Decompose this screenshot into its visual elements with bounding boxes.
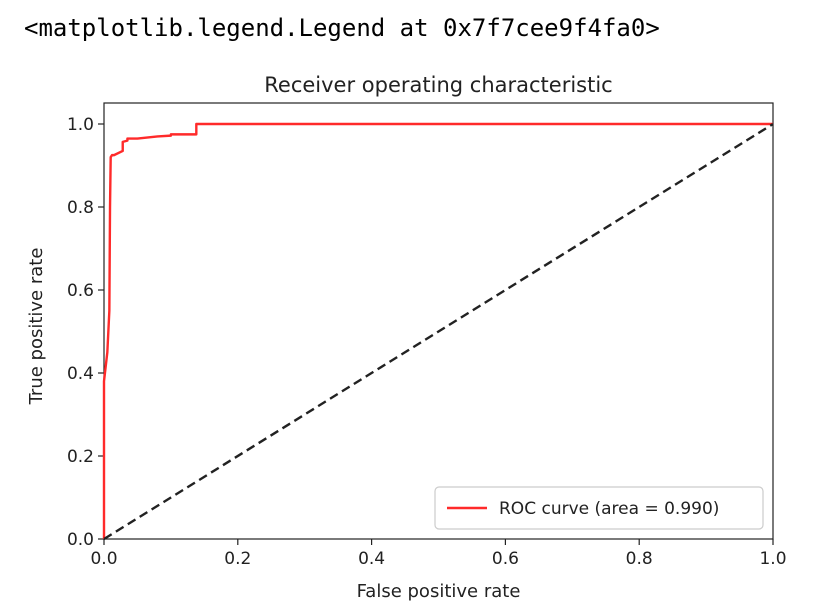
roc-curve-line	[102, 122, 773, 539]
cell-output-text: <matplotlib.legend.Legend at 0x7f7cee9f4…	[24, 14, 660, 42]
y-tick-label: 1.0	[67, 115, 94, 135]
y-tick-label: 0.8	[67, 198, 94, 218]
y-tick-label: 0.0	[67, 530, 94, 550]
x-axis-label: False positive rate	[357, 581, 521, 602]
x-tick-label: 0.2	[224, 549, 251, 569]
diagonal-reference-line	[103, 122, 774, 541]
y-tick-label: 0.2	[67, 447, 94, 467]
plot-frame	[103, 102, 774, 540]
chart-title: Receiver operating characteristic	[264, 73, 612, 97]
x-tick-label: 0.0	[90, 549, 117, 569]
y-axis-label: True positive rate	[26, 248, 47, 406]
x-tick-label: 0.6	[492, 549, 519, 569]
legend-box	[434, 486, 764, 530]
x-tick-label: 0.8	[626, 549, 653, 569]
y-tick-label: 0.4	[67, 364, 94, 384]
axes: Receiver operating characteristic 0.0 0.2 0…	[26, 73, 787, 602]
x-tick-label: 1.0	[759, 549, 786, 569]
x-tick-label: 0.4	[358, 549, 385, 569]
legend-label: ROC curve (area = 0.990)	[499, 499, 719, 519]
y-tick-label: 0.6	[67, 281, 94, 301]
